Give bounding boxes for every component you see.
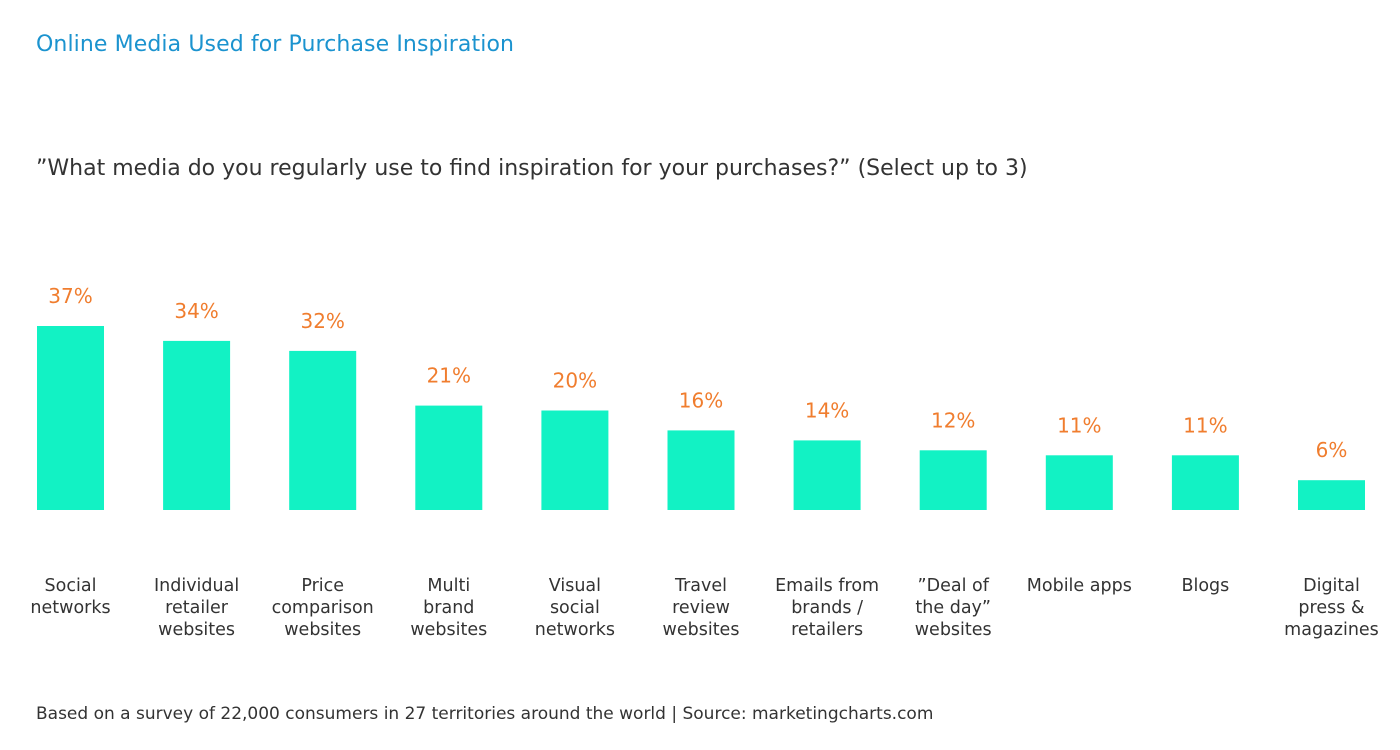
value-label-7: 12%: [931, 408, 975, 432]
value-label-3: 21%: [427, 364, 471, 388]
bar-8: [1045, 455, 1113, 510]
value-labels-layer: 37% 34% 32% 21% 20% 16% 14% 12% 11% 11% 6%: [48, 284, 1347, 462]
category-label-line: websites: [915, 620, 992, 640]
value-label-10: 6%: [1316, 438, 1348, 462]
category-label-line: Individual: [154, 576, 239, 596]
bar-5: [667, 430, 735, 510]
category-label-line: networks: [30, 598, 110, 618]
category-label-line: Price: [301, 576, 344, 596]
value-label-5: 16%: [679, 388, 723, 412]
category-label-7: ”Deal of the day” websites: [915, 576, 992, 640]
category-label-line: Blogs: [1181, 576, 1229, 596]
category-label-6: Emails from brands / retailers: [775, 576, 879, 640]
category-label-0: Social networks: [30, 576, 110, 618]
category-label-line: magazines: [1284, 620, 1379, 640]
category-label-line: review: [672, 598, 730, 618]
source-footnote: Based on a survey of 22,000 consumers in…: [36, 704, 934, 724]
category-label-line: Emails from: [775, 576, 879, 596]
category-label-10: Digital press & magazines: [1284, 576, 1379, 640]
category-label-line: retailers: [791, 620, 863, 640]
bar-1: [163, 340, 231, 510]
category-label-line: websites: [158, 620, 235, 640]
category-label-line: social: [550, 598, 600, 618]
category-label-line: comparison: [272, 598, 374, 618]
category-label-line: press &: [1298, 598, 1364, 618]
value-label-2: 32%: [300, 309, 344, 333]
bar-0: [37, 326, 104, 510]
category-label-8: Mobile apps: [1027, 576, 1132, 596]
category-label-5: Travel review websites: [663, 576, 740, 640]
category-label-4: Visual social networks: [535, 576, 615, 640]
category-label-line: ”Deal of: [918, 576, 990, 596]
bar-3: [415, 405, 483, 510]
category-label-line: Visual: [549, 576, 601, 596]
category-label-line: brands /: [791, 598, 863, 618]
value-label-0: 37%: [48, 284, 92, 308]
chart-subtitle: ”What media do you regularly use to find…: [36, 156, 1028, 181]
category-label-line: networks: [535, 620, 615, 640]
category-label-3: Multi brand websites: [410, 576, 487, 640]
category-label-line: Multi: [427, 576, 470, 596]
category-label-line: Mobile apps: [1027, 576, 1132, 596]
category-label-9: Blogs: [1181, 576, 1229, 596]
category-label-2: Price comparison websites: [272, 576, 374, 640]
value-label-8: 11%: [1057, 413, 1101, 437]
chart-title: Online Media Used for Purchase Inspirati…: [36, 32, 515, 57]
bar-6: [793, 440, 861, 510]
category-label-line: retailer: [165, 598, 229, 618]
bar-10: [1298, 480, 1365, 510]
category-label-line: brand: [423, 598, 474, 618]
category-label-line: websites: [410, 620, 487, 640]
bar-9: [1171, 455, 1239, 510]
bar-7: [919, 450, 987, 510]
category-label-line: websites: [663, 620, 740, 640]
category-label-line: Social: [45, 576, 97, 596]
value-label-1: 34%: [174, 299, 218, 323]
category-label-line: websites: [284, 620, 361, 640]
value-label-6: 14%: [805, 398, 849, 422]
bar-4: [541, 410, 609, 510]
category-label-line: the day”: [915, 598, 991, 618]
category-label-1: Individual retailer websites: [154, 576, 239, 640]
value-label-9: 11%: [1183, 413, 1227, 437]
bars-layer: [37, 326, 1365, 510]
category-label-line: Digital: [1303, 576, 1360, 596]
category-label-line: Travel: [674, 576, 727, 596]
value-label-4: 20%: [553, 369, 597, 393]
bar-2: [289, 350, 357, 510]
